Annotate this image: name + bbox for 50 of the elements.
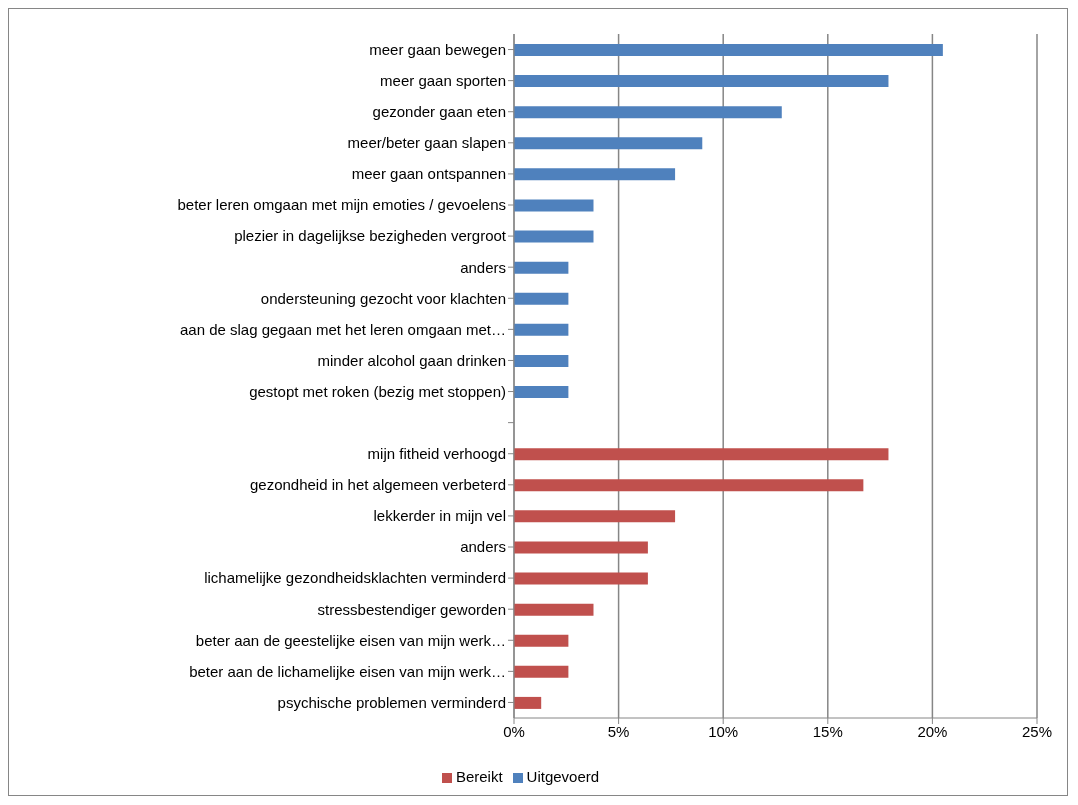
bar: [514, 261, 569, 274]
bar: [514, 603, 594, 616]
legend-label: Bereikt: [455, 768, 503, 785]
y-tick-label: meer gaan bewegen: [369, 40, 506, 58]
y-tick-label: plezier in dagelijkse bezigheden vergroot: [234, 227, 507, 245]
y-tick-label: beter aan de lichamelijke eisen van mijn werk…: [189, 662, 506, 680]
x-tick-label: 5%: [607, 722, 630, 740]
bar: [514, 634, 569, 647]
y-tick-label: lichamelijke gezondheidsklachten verminderd: [204, 569, 506, 587]
y-tick-label: psychische problemen verminderd: [277, 693, 506, 711]
y-tick-label: anders: [460, 258, 506, 276]
bar: [514, 479, 864, 492]
y-tick-label: stressbestendiger geworden: [317, 600, 506, 618]
y-tick-label: minder alcohol gaan drinken: [317, 351, 506, 369]
y-tick-label: meer gaan ontspannen: [351, 165, 506, 183]
y-tick-label: aan de slag gegaan met het leren omgaan met…: [179, 320, 506, 338]
x-tick-label: 25%: [1021, 722, 1053, 740]
y-tick-label: gezonder gaan eten: [372, 103, 506, 121]
bar: [514, 354, 569, 367]
y-tick-label: meer/beter gaan slapen: [347, 134, 506, 152]
bar: [514, 292, 569, 305]
y-tick-label: meer gaan sporten: [380, 71, 506, 89]
y-tick-label: lekkerder in mijn vel: [373, 507, 506, 525]
bar: [514, 137, 703, 150]
bar: [514, 572, 648, 585]
x-tick-label: 0%: [503, 722, 525, 740]
y-tick-label: mijn fitheid verhoogd: [367, 445, 506, 463]
y-tick-label: beter leren omgaan met mijn emoties / gevoelens: [177, 196, 506, 214]
bar: [514, 230, 594, 243]
bar: [514, 665, 569, 678]
x-tick-label: 10%: [708, 722, 739, 740]
y-tick-label: anders: [460, 538, 506, 556]
legend-label: Uitgevoerd: [526, 768, 600, 785]
bar: [514, 696, 542, 709]
bar: [514, 199, 594, 212]
bar: [514, 44, 943, 56]
bar: [514, 386, 569, 398]
bar: [514, 168, 676, 181]
bar: [514, 448, 889, 461]
x-tick-label: 15%: [812, 722, 843, 740]
bar: [514, 75, 889, 88]
y-tick-label: ondersteuning gezocht voor klachten: [260, 289, 506, 307]
y-tick-label: gestopt met roken (bezig met stoppen): [249, 382, 506, 400]
x-tick-label: 20%: [917, 722, 948, 740]
bar: [514, 323, 569, 336]
bar: [514, 510, 676, 523]
y-tick-label: beter aan de geestelijke eisen van mijn werk…: [195, 631, 506, 649]
bar: [514, 541, 648, 554]
y-tick-label: gezondheid in het algemeen verbeterd: [249, 476, 506, 494]
bar: [514, 106, 782, 119]
